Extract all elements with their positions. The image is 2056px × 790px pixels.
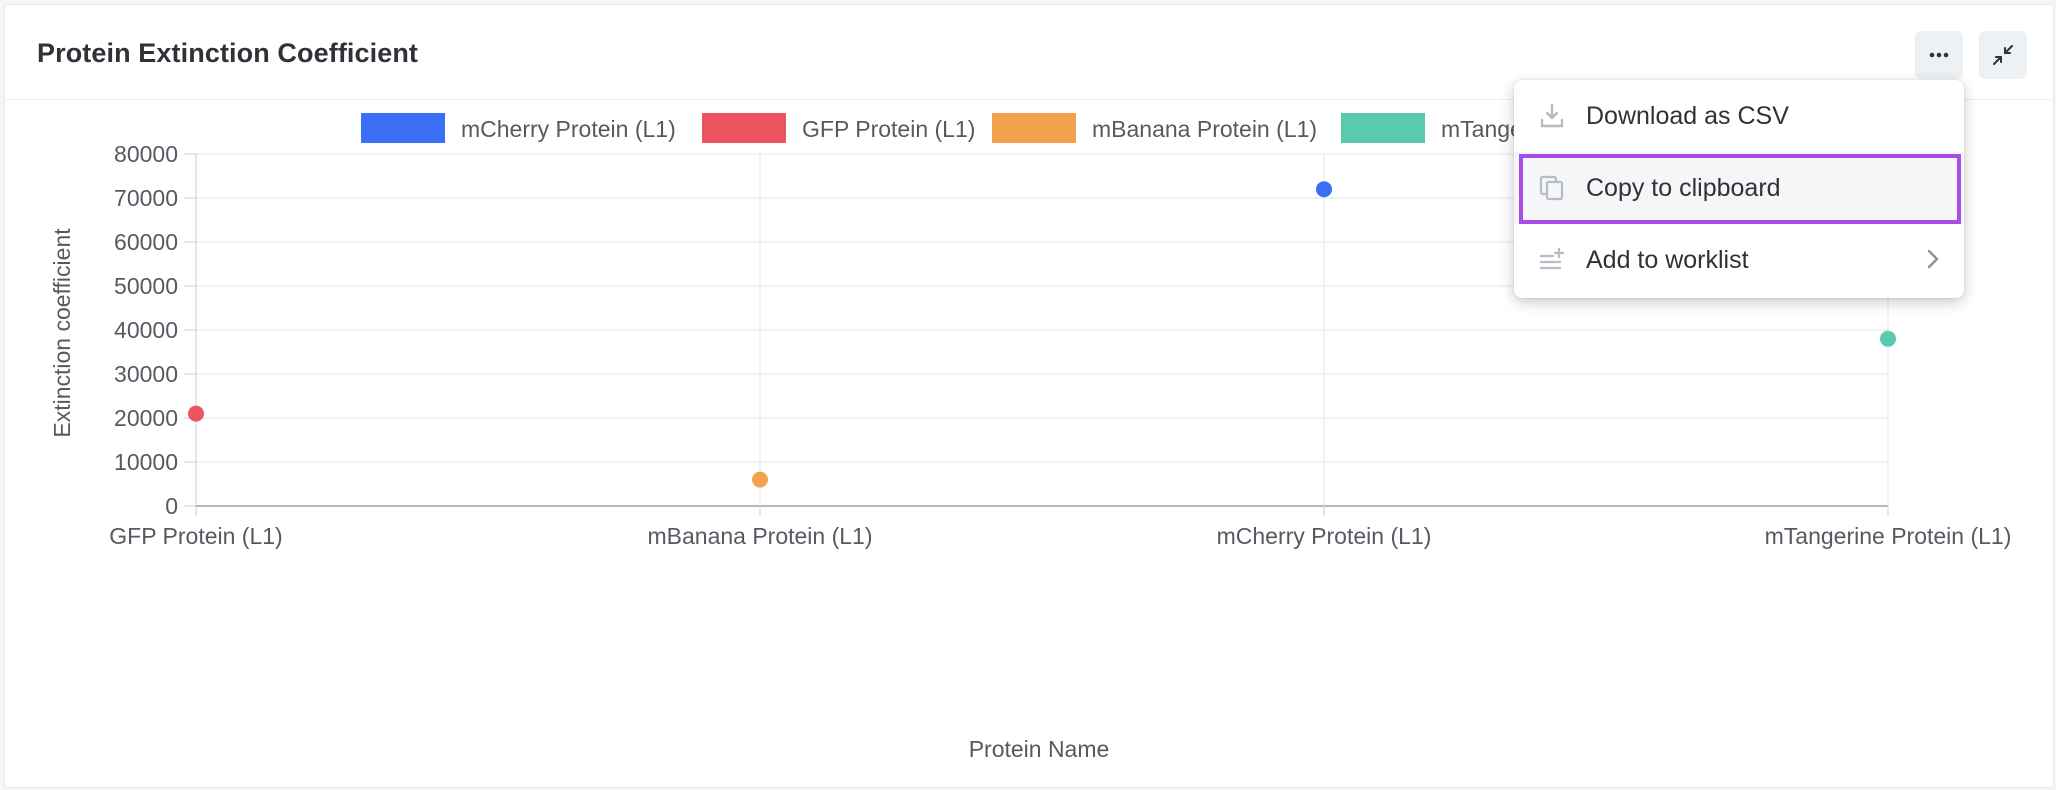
y-tick-label: 0 <box>165 493 178 519</box>
data-point <box>1316 181 1332 198</box>
add-list-icon <box>1539 247 1565 270</box>
collapse-arrows-icon <box>1993 45 2013 65</box>
y-tick-label: 70000 <box>114 185 178 211</box>
y-tick-label: 30000 <box>114 361 178 387</box>
menu-item-label: Copy to clipboard <box>1586 174 1781 202</box>
legend-label: mBanana Protein (L1) <box>1092 116 1317 142</box>
menu-item-label: Add to worklist <box>1586 246 1749 274</box>
y-axis-title: Extinction coefficient <box>49 228 75 438</box>
copy-icon <box>1539 175 1564 201</box>
legend-swatch <box>992 113 1076 143</box>
menu-item-copy-clipboard[interactable]: Copy to clipboard <box>1514 152 1964 224</box>
more-horizontal-icon <box>1929 52 1949 58</box>
data-point <box>188 405 204 422</box>
legend-swatch <box>361 113 445 143</box>
menu-item-add-worklist[interactable]: Add to worklist <box>1514 224 1964 296</box>
chart-area: 0 10000 20000 30000 40000 50000 60000 70000 8000… <box>5 100 2053 787</box>
scatter-chart: 0 10000 20000 30000 40000 50000 60000 70000 8000… <box>49 113 2012 762</box>
x-axis-title: Protein Name <box>969 736 1110 762</box>
legend-swatch <box>702 113 786 143</box>
y-tick-label: 60000 <box>114 229 178 255</box>
options-menu: Download as CSV Copy to clipboard Add to… <box>1514 80 1964 298</box>
data-point <box>752 471 768 488</box>
menu-item-label: Download as CSV <box>1586 102 1789 130</box>
y-tick-label: 10000 <box>114 449 178 475</box>
chevron-right-icon <box>1927 249 1939 269</box>
x-tick-label: mTangerine Protein (L1) <box>1765 523 2012 549</box>
x-tick-label: mBanana Protein (L1) <box>647 523 872 549</box>
y-tick-label: 50000 <box>114 273 178 299</box>
data-point <box>1880 330 1896 347</box>
y-tick-label: 20000 <box>114 405 178 431</box>
x-tick-label: GFP Protein (L1) <box>109 523 282 549</box>
x-tick-label: mCherry Protein (L1) <box>1217 523 1432 549</box>
y-tick-label: 80000 <box>114 141 178 167</box>
collapse-button[interactable] <box>1979 31 2027 79</box>
menu-item-download-csv[interactable]: Download as CSV <box>1514 80 1964 152</box>
card-header: Protein Extinction Coefficient <box>5 5 2053 100</box>
legend-swatch <box>1341 113 1425 143</box>
y-tick-label: 40000 <box>114 317 178 343</box>
legend-label: mCherry Protein (L1) <box>461 116 676 142</box>
card-title: Protein Extinction Coefficient <box>37 38 419 68</box>
download-icon <box>1540 103 1564 128</box>
more-options-button[interactable] <box>1915 31 1963 79</box>
legend-label: GFP Protein (L1) <box>802 116 975 142</box>
